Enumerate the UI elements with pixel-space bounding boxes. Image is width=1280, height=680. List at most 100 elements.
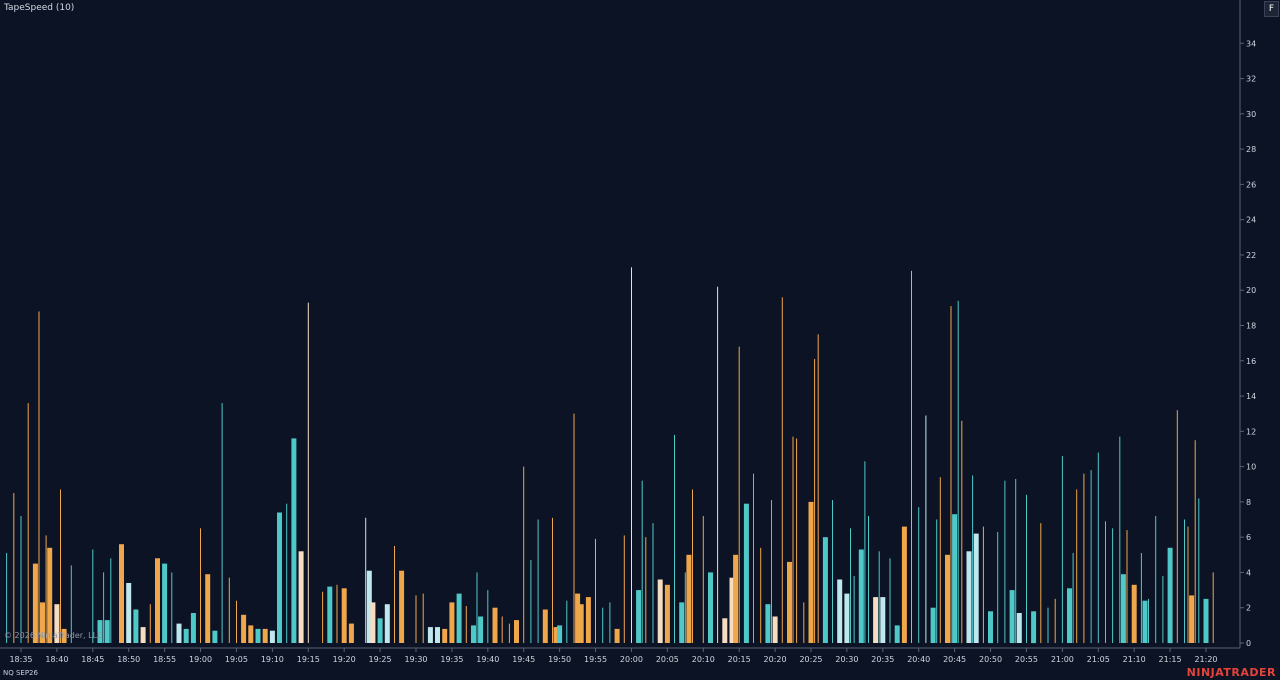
bar-47 bbox=[336, 584, 338, 643]
bar-134 bbox=[880, 597, 886, 643]
bar-76 bbox=[542, 609, 548, 643]
bar-177 bbox=[1140, 553, 1142, 643]
x-tick-label: 18:50 bbox=[117, 655, 140, 664]
y-tick-label: 10 bbox=[1246, 463, 1256, 472]
bar-70 bbox=[501, 616, 503, 643]
bar-65 bbox=[471, 625, 476, 643]
bar-72 bbox=[514, 620, 519, 643]
bar-189 bbox=[1203, 598, 1209, 643]
bar-106 bbox=[729, 577, 735, 643]
bar-68 bbox=[487, 590, 489, 643]
bar-4 bbox=[32, 563, 38, 643]
bar-7 bbox=[45, 535, 47, 643]
x-tick-label: 21:05 bbox=[1087, 655, 1110, 664]
bar-12 bbox=[70, 565, 72, 643]
bar-108 bbox=[738, 346, 740, 643]
bar-3 bbox=[27, 403, 29, 643]
bar-119 bbox=[803, 602, 805, 643]
bar-48 bbox=[341, 588, 347, 643]
bar-138 bbox=[911, 270, 912, 643]
x-tick-label: 19:00 bbox=[189, 655, 212, 664]
bar-165 bbox=[1067, 588, 1072, 643]
bar-103 bbox=[708, 572, 713, 643]
bar-157 bbox=[1015, 479, 1017, 643]
x-tick-label: 19:45 bbox=[512, 655, 535, 664]
bar-132 bbox=[873, 597, 879, 643]
bar-6 bbox=[40, 602, 45, 643]
bar-11 bbox=[61, 628, 67, 643]
bar-1 bbox=[13, 493, 15, 643]
bar-75 bbox=[537, 519, 539, 643]
y-tick-label: 0 bbox=[1246, 639, 1251, 648]
copyright-text: © 2026 NinjaTrader, LLC bbox=[4, 631, 103, 640]
brand-logo: NINJATRADER bbox=[1186, 666, 1276, 679]
x-tick-label: 19:05 bbox=[225, 655, 248, 664]
bar-121 bbox=[814, 359, 816, 643]
bar-49 bbox=[348, 623, 354, 643]
bar-26 bbox=[176, 623, 182, 643]
bar-174 bbox=[1120, 574, 1126, 643]
bar-110 bbox=[753, 473, 754, 643]
bar-41 bbox=[286, 503, 288, 643]
bar-77 bbox=[552, 517, 553, 643]
bar-151 bbox=[973, 533, 979, 643]
bar-169 bbox=[1090, 470, 1092, 643]
bar-145 bbox=[950, 306, 952, 643]
y-tick-label: 22 bbox=[1246, 251, 1256, 260]
bar-69 bbox=[492, 607, 498, 643]
bar-135 bbox=[889, 558, 891, 643]
x-tick-label: 19:10 bbox=[261, 655, 284, 664]
bar-10 bbox=[60, 489, 61, 643]
bar-55 bbox=[394, 546, 395, 643]
bar-188 bbox=[1198, 498, 1200, 643]
bar-128 bbox=[853, 576, 855, 643]
x-tick-label: 18:55 bbox=[153, 655, 176, 664]
bar-95 bbox=[657, 579, 663, 643]
bar-93 bbox=[645, 537, 647, 643]
bar-24 bbox=[162, 563, 168, 643]
x-tick-label: 20:40 bbox=[907, 655, 930, 664]
bar-91 bbox=[636, 590, 642, 643]
bar-133 bbox=[878, 551, 880, 643]
bar-185 bbox=[1187, 526, 1189, 643]
bar-102 bbox=[702, 516, 704, 643]
bar-179 bbox=[1148, 598, 1149, 643]
bar-79 bbox=[557, 625, 563, 643]
x-tick-label: 21:20 bbox=[1194, 655, 1217, 664]
bar-38 bbox=[262, 628, 268, 643]
instrument-label: NQ SEP26 bbox=[3, 669, 38, 677]
bar-61 bbox=[442, 628, 448, 643]
bar-120 bbox=[808, 501, 814, 643]
x-tick-label: 20:15 bbox=[728, 655, 751, 664]
bar-54 bbox=[384, 604, 390, 643]
bar-32 bbox=[221, 403, 223, 643]
bar-60 bbox=[435, 627, 440, 643]
x-tick-label: 20:55 bbox=[1015, 655, 1038, 664]
bar-18 bbox=[119, 544, 124, 643]
bar-0 bbox=[6, 553, 8, 643]
y-tick-label: 6 bbox=[1246, 533, 1251, 542]
bar-8 bbox=[47, 547, 53, 644]
bar-166 bbox=[1072, 553, 1074, 643]
bar-116 bbox=[787, 561, 792, 643]
y-tick-label: 14 bbox=[1246, 392, 1256, 401]
bar-164 bbox=[1061, 456, 1063, 643]
y-tick-label: 8 bbox=[1246, 498, 1251, 507]
bar-94 bbox=[652, 523, 654, 643]
x-tick-label: 20:45 bbox=[943, 655, 966, 664]
bar-89 bbox=[623, 535, 625, 643]
bar-136 bbox=[894, 625, 900, 643]
x-tick-label: 19:50 bbox=[548, 655, 571, 664]
f-button[interactable]: F bbox=[1264, 1, 1279, 17]
bar-101 bbox=[692, 489, 693, 643]
bar-142 bbox=[936, 519, 938, 643]
bar-27 bbox=[183, 628, 189, 643]
x-tick-label: 20:20 bbox=[764, 655, 787, 664]
bar-183 bbox=[1176, 410, 1178, 643]
bar-114 bbox=[772, 616, 778, 643]
bar-140 bbox=[925, 415, 927, 643]
y-tick-label: 16 bbox=[1246, 357, 1256, 366]
bar-9 bbox=[54, 604, 60, 643]
